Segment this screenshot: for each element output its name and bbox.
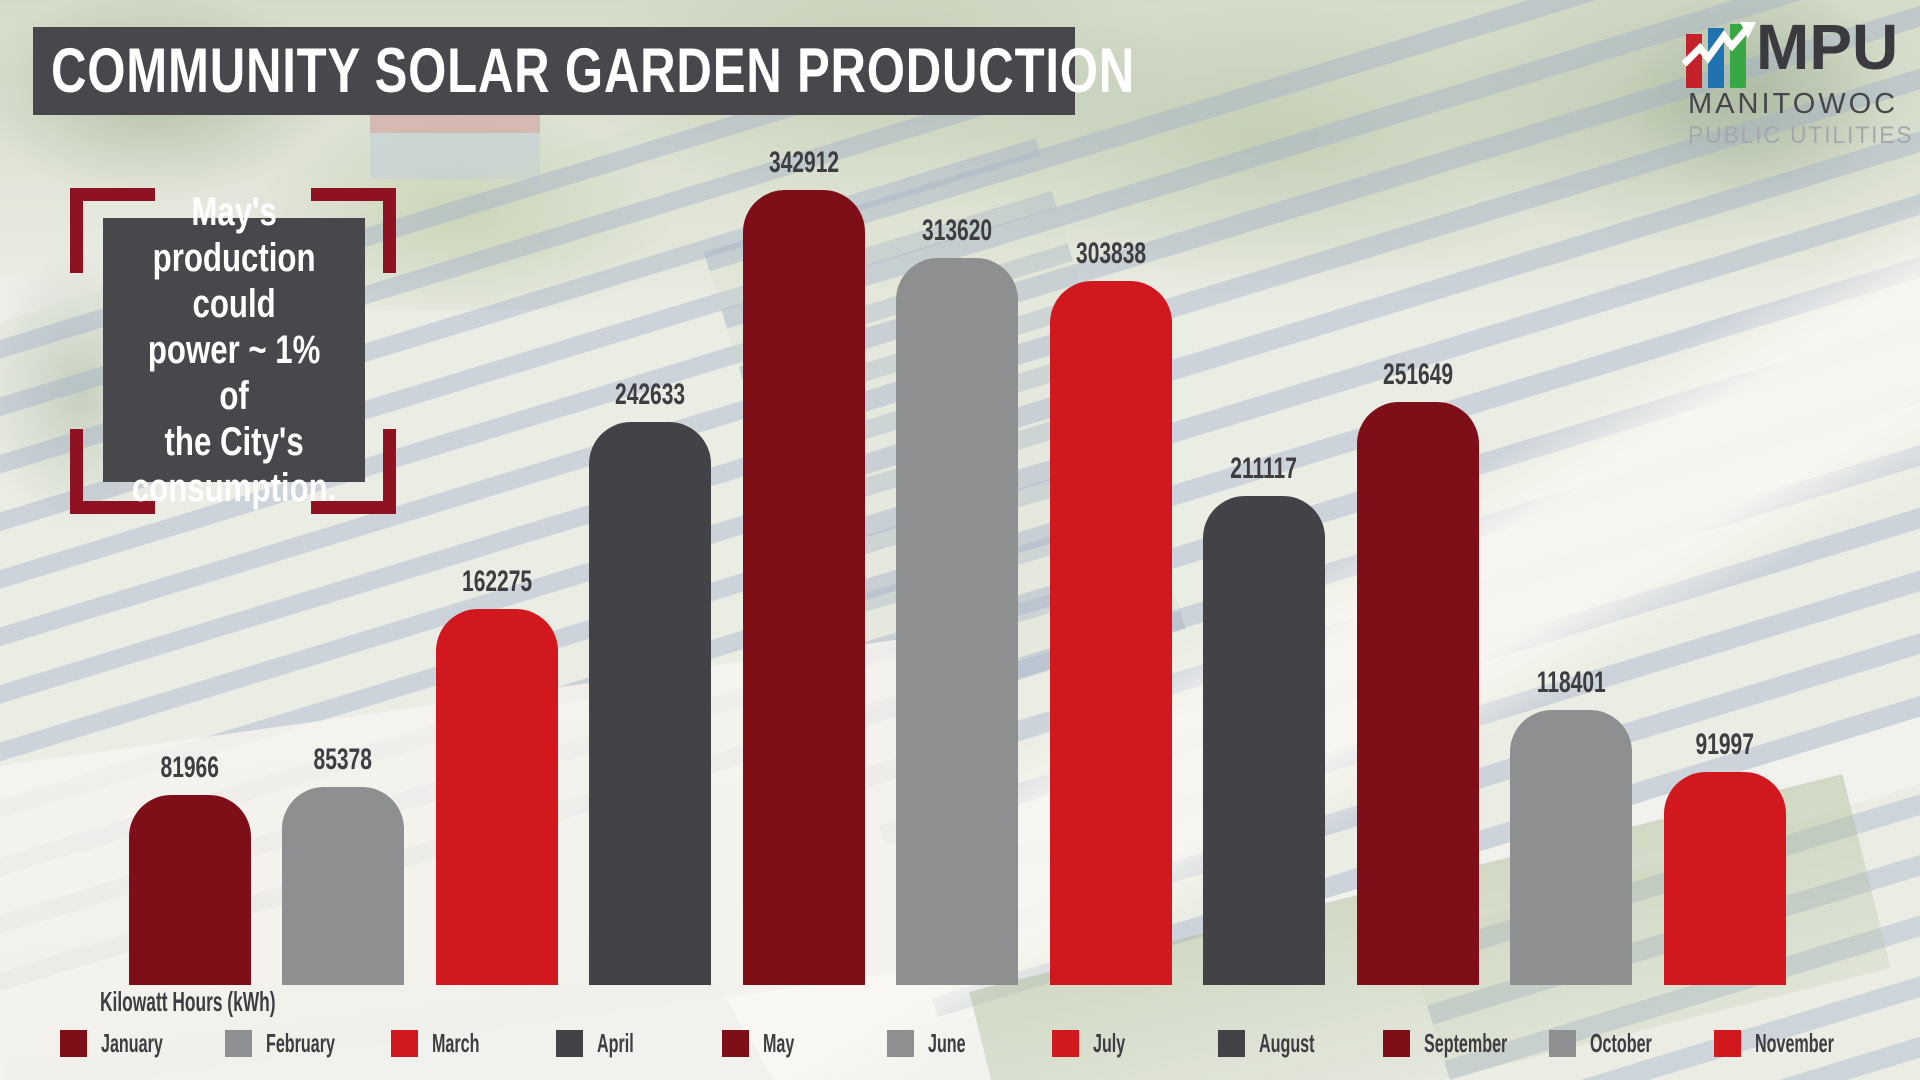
legend-swatch-june [887,1029,914,1057]
legend-swatch-april [556,1029,583,1057]
axis-unit-label: Kilowatt Hours (kWh) [100,986,276,1017]
legend-label-july: July [1093,1027,1126,1058]
callout-corner-bracket-bottom-right [311,429,396,514]
logo-company-name: MANITOWOC [1688,88,1899,120]
legend-item-april: April [556,1027,656,1058]
bar-january [129,795,251,985]
callout-corner-bracket-top-left [70,188,155,273]
bar-november [1664,772,1786,985]
bar-june [896,258,1018,985]
legend-item-january: January [60,1027,201,1058]
legend-item-july: July [1052,1027,1145,1058]
legend-swatch-february [225,1029,252,1057]
logo-acronym: MPU [1756,11,1899,83]
legend-swatch-october [1549,1029,1576,1057]
legend-swatch-november [1714,1029,1741,1057]
legend-item-september: September [1383,1027,1558,1058]
legend-item-october: October [1549,1027,1690,1058]
callout-frame: May's production could power ~ 1% of the… [70,188,396,514]
legend-item-june: June [887,1027,989,1058]
legend-item-november: November [1714,1027,1882,1058]
callout-text: May's production could power ~ 1% of the… [131,190,337,510]
legend-swatch-september [1383,1029,1410,1057]
legend: January February March April May June July Augu… [0,1027,1920,1067]
legend-label-october: October [1590,1027,1652,1058]
legend-item-march: March [391,1027,509,1058]
legend-item-august: August [1218,1027,1349,1058]
legend-label-may: May [763,1027,795,1058]
legend-item-february: February [225,1027,377,1058]
legend-label-september: September [1424,1027,1508,1058]
bar-value-april: 242633 [614,378,686,411]
legend-swatch-march [391,1029,418,1057]
bar-value-may: 342912 [768,146,840,179]
legend-swatch-may [722,1029,749,1057]
page-title: COMMUNITY SOLAR GARDEN PRODUCTION [51,36,1136,106]
bar-july [1050,281,1172,985]
legend-label-june: June [928,1027,966,1058]
logo-bars-icon [1682,22,1756,88]
legend-label-march: March [432,1027,480,1058]
bar-value-october: 118401 [1536,666,1606,699]
bar-march [436,609,558,985]
legend-label-august: August [1259,1027,1315,1058]
legend-label-november: November [1755,1027,1834,1058]
legend-item-may: May [722,1027,814,1058]
bar-value-august: 211117 [1230,452,1298,485]
logo-tagline: PUBLIC UTILITIES [1688,122,1914,149]
bar-value-november: 91997 [1695,728,1755,761]
callout-corner-bracket-top-right [311,188,396,273]
bar-value-june: 313620 [921,214,993,247]
bar-august [1203,496,1325,985]
bar-may [743,190,865,985]
bar-september [1357,402,1479,985]
bar-value-september: 251649 [1382,358,1454,391]
legend-swatch-july [1052,1029,1079,1057]
legend-swatch-january [60,1029,87,1057]
legend-swatch-august [1218,1029,1245,1057]
legend-label-february: February [266,1027,335,1058]
bar-february [282,787,404,985]
bar-value-july: 303838 [1075,237,1147,270]
bar-april [589,422,711,985]
legend-label-january: January [101,1027,163,1058]
callout-box: May's production could power ~ 1% of the… [103,190,365,510]
bar-value-january: 81966 [160,751,220,784]
bar-value-march: 162275 [461,565,533,598]
logo-zigzag-arrow-icon [1682,22,1756,67]
callout-corner-bracket-bottom-left [70,429,155,514]
bar-october [1510,710,1632,985]
legend-label-april: April [597,1027,634,1058]
title-banner: COMMUNITY SOLAR GARDEN PRODUCTION [33,27,1134,115]
bar-value-february: 85378 [313,743,373,776]
